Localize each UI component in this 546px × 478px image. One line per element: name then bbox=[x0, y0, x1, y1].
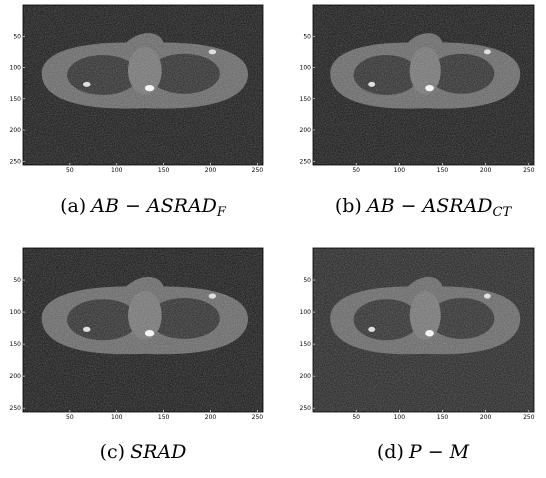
x-tick-label: 150 bbox=[158, 414, 170, 421]
x-tick-label: 100 bbox=[111, 414, 123, 421]
y-tick-label: 150 bbox=[300, 341, 312, 348]
y-tick-label: 200 bbox=[300, 127, 312, 134]
x-tick-label: 50 bbox=[66, 167, 74, 174]
x-tick-label: 250 bbox=[252, 167, 264, 174]
caption: (b) AB − ASRADCT bbox=[335, 195, 513, 220]
caption-label: (b) bbox=[335, 195, 362, 217]
noise bbox=[23, 248, 263, 412]
y-tick-label: 150 bbox=[10, 341, 22, 348]
x-tick-label: 50 bbox=[352, 414, 360, 421]
axes-frame bbox=[22, 247, 264, 413]
x-tick-label: 250 bbox=[523, 167, 535, 174]
x-tick-label: 200 bbox=[205, 414, 217, 421]
x-tick-label: 200 bbox=[480, 414, 492, 421]
panel: 50 100 150 200 250 50 100 150 200 250 (a) AB − ASRA… bbox=[10, 4, 264, 220]
x-tick-label: 150 bbox=[437, 167, 449, 174]
x-tick-label: 100 bbox=[111, 167, 123, 174]
x-tick-label: 100 bbox=[394, 167, 406, 174]
axes-frame bbox=[312, 4, 535, 166]
panel: 50 100 150 200 250 50 100 150 200 250 (c) SRAD bbox=[10, 247, 264, 463]
caption-subscript: CT bbox=[493, 205, 513, 220]
caption-text: AB − ASRAD bbox=[89, 195, 217, 217]
y-tick-label: 50 bbox=[303, 277, 311, 284]
y-tick-label: 150 bbox=[10, 96, 22, 103]
caption: (a) AB − ASRADF bbox=[60, 195, 227, 220]
x-tick-label: 50 bbox=[352, 167, 360, 174]
y-tick-label: 250 bbox=[10, 405, 22, 412]
caption: (d) P − M bbox=[377, 441, 470, 463]
y-tick-label: 200 bbox=[10, 373, 22, 380]
caption-label: (a) bbox=[60, 195, 86, 217]
noise bbox=[313, 5, 534, 165]
y-tick-label: 200 bbox=[300, 373, 312, 380]
y-tick-label: 250 bbox=[10, 158, 22, 165]
y-tick-label: 250 bbox=[300, 158, 312, 165]
x-tick-label: 100 bbox=[394, 414, 406, 421]
x-tick-label: 250 bbox=[252, 414, 264, 421]
x-tick-label: 250 bbox=[523, 414, 535, 421]
y-tick-label: 100 bbox=[300, 309, 312, 316]
y-tick-label: 100 bbox=[300, 65, 312, 72]
y-tick-label: 100 bbox=[10, 65, 22, 72]
panel: 50 100 150 200 250 50 100 150 200 250 (d) P − M bbox=[300, 247, 535, 463]
caption-subscript: F bbox=[216, 205, 227, 220]
y-tick-label: 200 bbox=[10, 127, 22, 134]
panel: 50 100 150 200 250 50 100 150 200 250 (b) AB − ASRA… bbox=[300, 4, 535, 220]
y-tick-label: 50 bbox=[13, 277, 21, 284]
caption-text: SRAD bbox=[130, 441, 186, 463]
x-tick-label: 200 bbox=[205, 167, 217, 174]
caption-text: AB − ASRAD bbox=[365, 195, 493, 217]
caption-label: (c) bbox=[100, 441, 125, 463]
noise bbox=[23, 5, 263, 165]
axes-frame bbox=[22, 4, 264, 166]
y-tick-label: 50 bbox=[303, 33, 311, 40]
y-tick-label: 250 bbox=[300, 405, 312, 412]
axes-frame bbox=[312, 247, 535, 413]
caption: (c) SRAD bbox=[100, 441, 187, 463]
x-tick-label: 50 bbox=[66, 414, 74, 421]
x-tick-label: 150 bbox=[437, 414, 449, 421]
y-tick-label: 100 bbox=[10, 309, 22, 316]
caption-label: (d) bbox=[377, 441, 404, 463]
x-tick-label: 200 bbox=[480, 167, 492, 174]
y-tick-label: 150 bbox=[300, 96, 312, 103]
y-tick-label: 50 bbox=[13, 33, 21, 40]
noise bbox=[313, 248, 534, 412]
caption-text: P − M bbox=[408, 441, 470, 463]
x-tick-label: 150 bbox=[158, 167, 170, 174]
